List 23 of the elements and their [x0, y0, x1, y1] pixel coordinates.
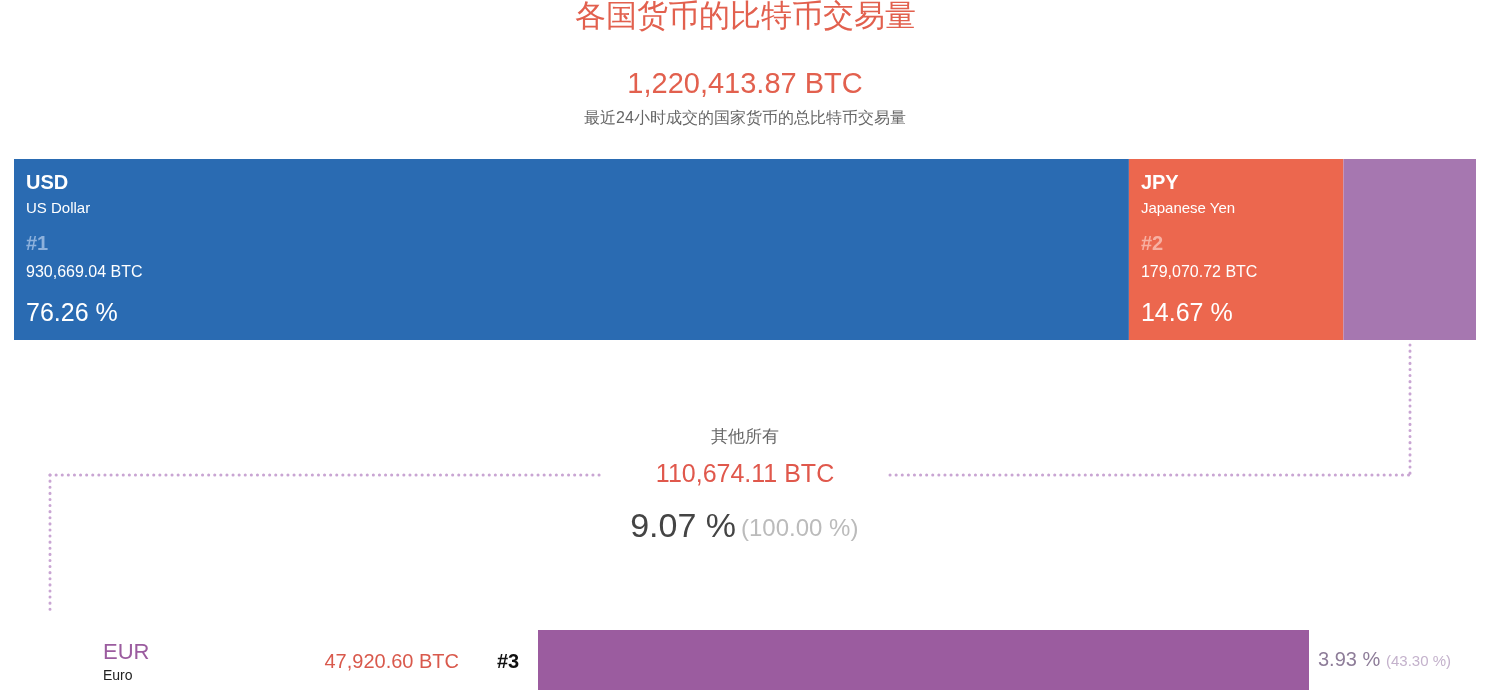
y-tick-label: EUR [103, 639, 150, 664]
text: 3.93 % [1318, 648, 1381, 670]
text: Euro [103, 667, 133, 683]
annotation: 14.67 % [1140, 298, 1233, 326]
text: (100.00 %) [741, 514, 859, 541]
series-label: USD [26, 171, 69, 193]
data-label: 930,669.04 BTC [26, 263, 143, 280]
text: (43.30 %) [1386, 652, 1452, 669]
annotation: Japanese Yen [1140, 199, 1236, 216]
text: 1,220,413.87 BTC [627, 67, 863, 99]
annotation: #2 [1140, 232, 1164, 254]
chart-subtitle: 最近24小时成交的国家货币的总比特币交易量 [584, 109, 906, 126]
text: 47,920.60 BTC [324, 650, 459, 672]
text: 110,674.11 BTC [655, 459, 835, 487]
text: 9.07 % [630, 506, 736, 544]
annotation: #1 [26, 232, 49, 254]
annotation: 76.26 % [26, 298, 118, 326]
series-label: JPY [1140, 171, 1180, 193]
chart-title: 各国货币的比特币交易量 [574, 0, 916, 33]
annotation: US Dollar [26, 199, 91, 216]
text: #3 [497, 650, 520, 672]
data-label: 179,070.72 BTC [1140, 263, 1258, 280]
chart-title: 其他所有 [711, 427, 779, 446]
